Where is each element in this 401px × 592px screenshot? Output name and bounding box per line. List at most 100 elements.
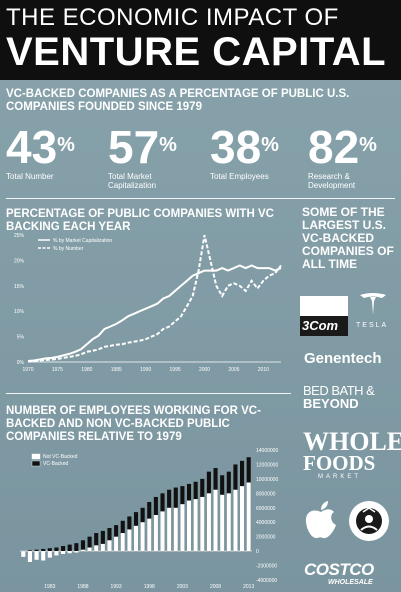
whole-foods-logo-line2: FOODS <box>303 451 376 475</box>
bar-not-vc-backed <box>107 540 112 552</box>
bar-not-vc-backed <box>21 551 26 557</box>
apple-logo-icon <box>305 501 336 539</box>
bar-not-vc-backed <box>220 494 225 552</box>
whole-foods-logo-line1: WHOLE <box>303 427 401 456</box>
bar-not-vc-backed <box>80 549 86 552</box>
bar-vc-backed <box>47 548 52 552</box>
bar-not-vc-backed <box>226 493 231 552</box>
y-tick-label: 20% <box>14 258 25 264</box>
x-tick-label: 1975 <box>52 367 63 373</box>
bed-bath-beyond-logo-line2: BEYOND <box>303 396 359 411</box>
stat-label: Research & Development <box>308 172 356 190</box>
y-tick-label: 25% <box>14 233 25 239</box>
bar-not-vc-backed <box>133 525 139 552</box>
bar-not-vc-backed <box>180 504 185 552</box>
title-line-2: VENTURE CAPITAL <box>6 30 387 74</box>
starbucks-logo-icon <box>349 501 389 541</box>
bar-not-vc-backed <box>120 533 125 552</box>
costco-logo-subtext: WHOLESALE <box>328 579 373 586</box>
section2-heading: PERCENTAGE OF PUBLIC COMPANIES WITH VC B… <box>6 208 274 233</box>
bar-not-vc-backed <box>173 507 178 552</box>
bar-not-vc-backed <box>34 551 39 560</box>
divider <box>6 393 291 394</box>
3com-logo-band <box>300 316 348 336</box>
x-tick-label: 2013 <box>243 584 254 590</box>
bar-not-vc-backed <box>61 551 66 554</box>
bar-not-vc-backed <box>246 482 251 552</box>
bar-vc-backed <box>34 549 39 552</box>
3com-logo-text: 3Com <box>302 318 339 333</box>
bed-bath-beyond-logo-line1: BED BATH & <box>303 383 375 398</box>
stat-market-cap: 57% Total Market Capitalization <box>108 124 200 190</box>
tesla-logo-icon <box>360 293 386 315</box>
legend-swatch <box>31 453 41 460</box>
bar-vc-backed <box>54 547 59 552</box>
bar-vc-backed <box>74 543 79 552</box>
bar-not-vc-backed <box>140 522 145 552</box>
bar-vc-backed <box>67 544 72 552</box>
y-tick-label: 14000000 <box>256 448 278 454</box>
bar-not-vc-backed <box>127 529 132 552</box>
x-tick-label: 1995 <box>170 367 181 373</box>
costco-logo-text: COSTCO <box>304 560 374 579</box>
bar-vc-backed <box>100 530 105 552</box>
stat-unit: % <box>359 134 377 156</box>
x-tick-label: 1988 <box>77 584 88 590</box>
bar-vc-backed <box>87 536 92 552</box>
bar-not-vc-backed <box>200 496 205 552</box>
bar-not-vc-backed <box>47 551 52 558</box>
y-tick-label: 10% <box>14 309 25 315</box>
y-tick-label: 8000000 <box>256 491 276 497</box>
x-tick-label: 1980 <box>81 367 92 373</box>
stat-unit: % <box>261 134 279 156</box>
x-tick-label: 2005 <box>228 367 239 373</box>
legend-label: % by Number <box>53 246 84 252</box>
line-chart: 0% 5% 10% 15% 20% 25% 1970 1975 1980 1985 1990 1995… <box>14 233 282 373</box>
title-banner: THE ECONOMIC IMPACT OF VENTURE CAPITAL <box>0 0 401 80</box>
bar-not-vc-backed <box>74 551 79 553</box>
bar-not-vc-backed <box>67 551 72 554</box>
stat-rnd: 82% Research & Development <box>308 124 400 190</box>
x-tick-label: 1993 <box>111 584 122 590</box>
x-tick-label: 1985 <box>111 367 122 373</box>
bar-not-vc-backed <box>94 545 99 552</box>
stat-label: Total Market Capitalization <box>108 172 157 190</box>
bar-not-vc-backed <box>193 499 198 552</box>
stat-employees: 38% Total Employees <box>210 124 302 181</box>
y-tick-label: 5% <box>17 335 25 341</box>
x-tick-label: 2008 <box>210 584 221 590</box>
costco-logo: COSTCO WHOLESALE <box>300 560 394 590</box>
x-tick-label: 2003 <box>177 584 188 590</box>
y-tick-label: 4000000 <box>256 520 276 526</box>
divider <box>6 198 395 199</box>
bar-vc-backed <box>41 548 46 552</box>
x-tick-label: 2010 <box>258 367 269 373</box>
y-tick-label: 15% <box>14 284 25 290</box>
stat-unit: % <box>159 134 177 156</box>
bar-not-vc-backed <box>41 551 46 561</box>
y-tick-label: 12000000 <box>256 462 278 468</box>
title-line-1: THE ECONOMIC IMPACT OF <box>6 4 339 31</box>
stat-value: 57 <box>108 121 160 173</box>
bar-vc-backed <box>107 528 112 552</box>
3com-logo: 3Com <box>300 296 348 336</box>
bar-not-vc-backed <box>206 493 211 552</box>
tesla-logo-text: TESLA <box>356 322 389 329</box>
y-tick-label: 10000000 <box>256 477 278 483</box>
y-tick-label: 2000000 <box>256 535 276 541</box>
bar-chart: 14000000 12000000 10000000 8000000 6000000 40… <box>20 448 278 590</box>
bar-not-vc-backed <box>100 543 105 552</box>
x-tick-label: 1998 <box>144 584 155 590</box>
bar-not-vc-backed <box>147 518 152 552</box>
stat-value: 82 <box>308 121 360 173</box>
stat-label: Total Employees <box>210 172 269 181</box>
legend-swatch <box>31 460 41 467</box>
bar-not-vc-backed <box>153 515 158 552</box>
bar-not-vc-backed <box>240 486 245 552</box>
stat-unit: % <box>57 134 75 156</box>
bar-not-vc-backed <box>213 489 218 552</box>
legend-label: % by Market Capitalization <box>53 238 112 244</box>
y-tick-label: 6000000 <box>256 506 276 512</box>
y-tick-label: 0 <box>256 549 259 555</box>
